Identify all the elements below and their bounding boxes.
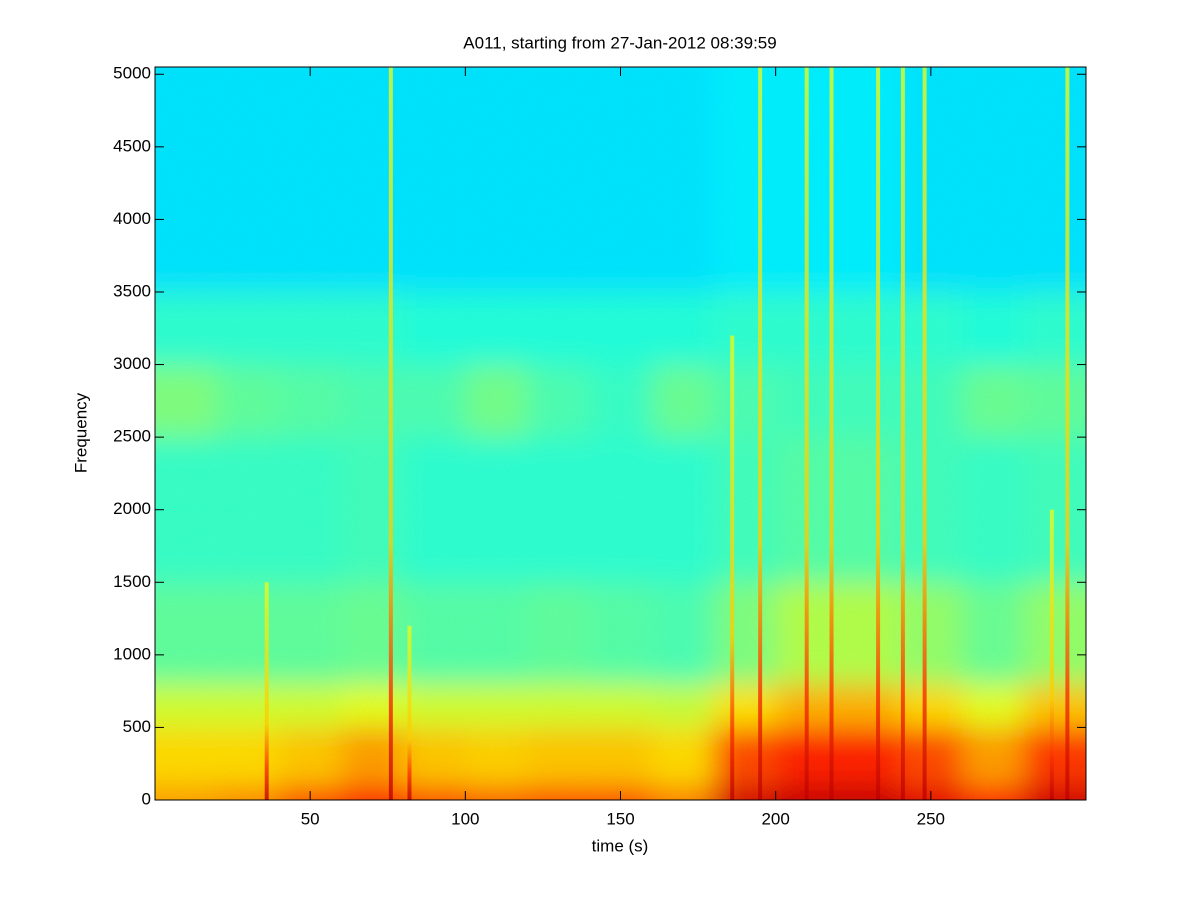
y-tick-label: 0 xyxy=(142,789,151,808)
y-tick-label: 3500 xyxy=(113,281,151,300)
x-tick-label: 150 xyxy=(606,809,634,828)
y-tick-label: 2500 xyxy=(113,427,151,446)
x-tick-label: 100 xyxy=(451,809,479,828)
y-axis-label: Frequency xyxy=(71,392,90,473)
y-tick-label: 5000 xyxy=(113,64,151,83)
y-tick-label: 4000 xyxy=(113,209,151,228)
x-tick-label: 250 xyxy=(917,809,945,828)
y-tick-label: 3000 xyxy=(113,354,151,373)
x-tick-label: 50 xyxy=(301,809,320,828)
chart-title: A011, starting from 27-Jan-2012 08:39:59 xyxy=(463,33,776,52)
noise xyxy=(155,67,1086,800)
plot-area xyxy=(155,67,1086,800)
y-tick-label: 1000 xyxy=(113,644,151,663)
y-tick-label: 500 xyxy=(123,717,151,736)
y-tick-label: 2000 xyxy=(113,499,151,518)
x-tick-label: 200 xyxy=(761,809,789,828)
x-axis-label: time (s) xyxy=(592,836,649,855)
y-tick-label: 1500 xyxy=(113,572,151,591)
y-tick-label: 4500 xyxy=(113,136,151,155)
